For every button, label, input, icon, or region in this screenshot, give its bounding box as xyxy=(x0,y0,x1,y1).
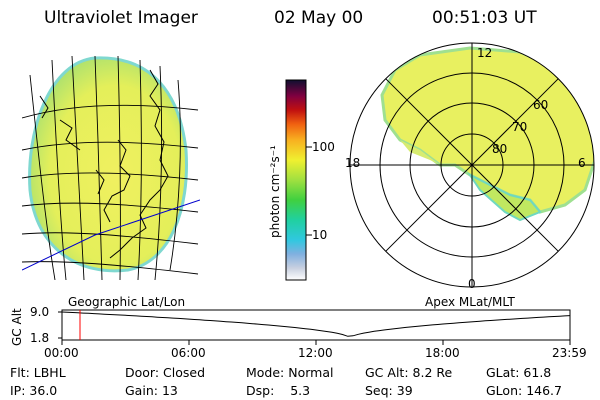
info-door: Door: Closed xyxy=(125,365,206,380)
timeline-ylabel: GC Alt xyxy=(10,308,24,346)
altitude-timeline xyxy=(58,309,571,345)
timeline-xtick-2359: 23:59 xyxy=(552,346,587,360)
timeline-xtick-0600: 06:00 xyxy=(171,346,206,360)
time-label: 00:51:03 UT xyxy=(432,8,537,28)
colorbar-tick-100: 100 xyxy=(312,140,335,154)
timeline-xtick-1800: 18:00 xyxy=(425,346,460,360)
timeline-ytick-bottom: 1.8 xyxy=(30,331,50,345)
polar-plot xyxy=(349,42,595,288)
colorbar-tick-10: 10 xyxy=(312,228,328,242)
mlt-label-6: 6 xyxy=(578,156,586,170)
mlt-label-18: 18 xyxy=(345,156,361,170)
info-filter: Flt: LBHL xyxy=(10,365,66,380)
info-glat: GLat: 61.8 xyxy=(486,365,552,380)
info-seq: Seq: 39 xyxy=(365,383,413,398)
geographic-image xyxy=(22,56,200,280)
info-gain: Gain: 13 xyxy=(125,383,178,398)
instrument-title: Ultraviolet Imager xyxy=(44,8,198,28)
mlat-label-60: 60 xyxy=(533,98,549,112)
mlt-label-12: 12 xyxy=(477,46,493,60)
info-mode: Mode: Normal xyxy=(246,365,334,380)
info-gc-alt: GC Alt: 8.2 Re xyxy=(365,365,453,380)
date-label: 02 May 00 xyxy=(274,8,364,28)
polar-panel-label: Apex MLat/MLT xyxy=(425,295,515,309)
mlat-label-70: 70 xyxy=(512,120,528,134)
track-line xyxy=(22,199,200,271)
mlat-label-80: 80 xyxy=(492,142,508,156)
info-ip: IP: 36.0 xyxy=(10,383,58,398)
colorbar xyxy=(285,79,312,281)
colorbar-unit-label: photon cm⁻²s⁻¹ xyxy=(268,145,282,238)
geo-panel-label: Geographic Lat/Lon xyxy=(68,295,186,309)
info-glon: GLon: 146.7 xyxy=(486,383,562,398)
info-dsp: Dsp: 5.3 xyxy=(246,383,311,398)
timeline-ytick-top: 9.0 xyxy=(30,305,50,319)
timeline-ticks xyxy=(58,311,571,345)
mlt-label-0: 0 xyxy=(468,277,476,291)
timeline-xtick-1200: 12:00 xyxy=(298,346,333,360)
altitude-curve xyxy=(61,311,571,337)
timeline-xtick-0000: 00:00 xyxy=(44,346,79,360)
